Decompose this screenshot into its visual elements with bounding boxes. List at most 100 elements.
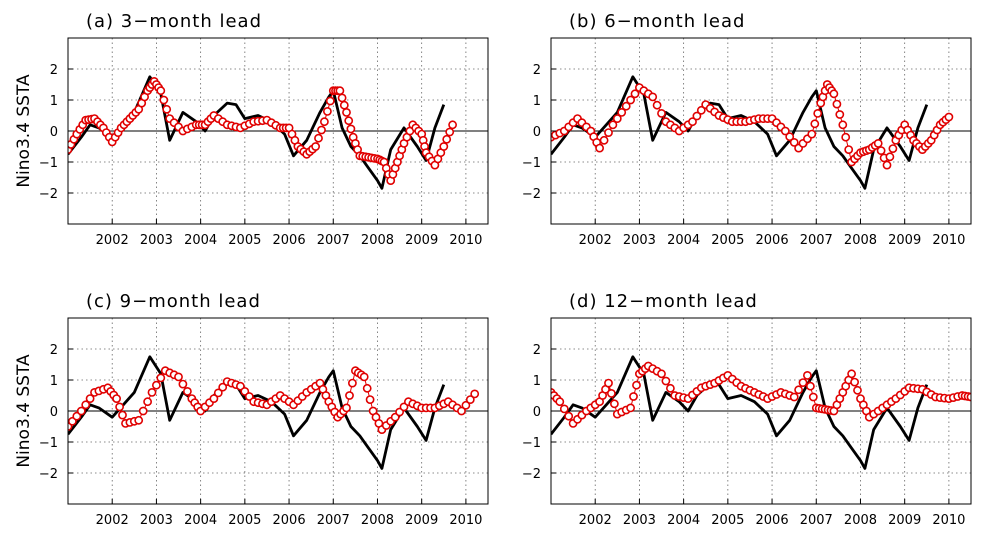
forecast-point [832, 99, 842, 109]
panel-d: 2002 2003 2004 2005 2006 2007 2008 2009 2010 −2 −1… [522, 291, 972, 528]
forecast-point [838, 120, 848, 130]
forecast-point [314, 133, 323, 143]
forecast-point [147, 387, 157, 397]
forecast-point [607, 388, 616, 398]
forecast-point [604, 128, 613, 137]
forecast-point [610, 399, 619, 409]
forecast-point [359, 372, 369, 382]
forecast-point [785, 132, 795, 142]
forecast-point [362, 383, 372, 393]
forecast-point [337, 93, 347, 103]
forecast-point [696, 105, 706, 115]
forecast-point [876, 146, 886, 155]
y-tick-label: −2 [39, 467, 58, 482]
x-tick-label: 2007 [317, 513, 350, 528]
forecast-point [178, 379, 188, 389]
x-tick-label: 2009 [888, 513, 921, 528]
forecast-point [657, 369, 666, 379]
forecast-point [213, 388, 223, 398]
forecast-point [159, 95, 169, 105]
y-tick-label: −1 [522, 436, 541, 451]
forecast-point [439, 142, 449, 151]
plot-area [551, 75, 954, 190]
forecast-point [847, 369, 856, 379]
forecast-point [692, 111, 702, 121]
forecast-point [829, 89, 839, 99]
forecast-point [813, 109, 823, 118]
x-tick-label: 2006 [273, 233, 306, 248]
forecast-point [555, 397, 565, 407]
forecast-point [344, 116, 354, 126]
forecast-point [885, 152, 895, 162]
forecast-point [346, 124, 356, 134]
forecast-point [608, 120, 618, 130]
forecast-point [612, 114, 622, 123]
forecast-point [182, 386, 192, 396]
x-tick-label: 2002 [96, 233, 129, 248]
forecast-point [115, 402, 124, 412]
y-tick-label: 1 [50, 374, 58, 389]
forecast-point [342, 403, 351, 413]
x-tick-label: 2007 [317, 233, 350, 248]
forecast-point [138, 406, 148, 416]
forecast-point [218, 382, 228, 392]
x-tick-label: 2008 [844, 513, 877, 528]
panel-a: 2002 2003 2004 2005 2006 2007 2008 2009 2010 −2 −1… [14, 11, 489, 248]
x-tick-label: 2002 [96, 513, 129, 528]
y-tick-label: −2 [522, 187, 541, 202]
x-tick-label: 2004 [667, 233, 700, 248]
y-tick-label: −1 [39, 436, 58, 451]
y-tick-label: 2 [50, 343, 58, 358]
forecast-point [798, 378, 808, 387]
x-tick-label: 2010 [449, 513, 482, 528]
forecast-point [803, 370, 812, 380]
x-tick-label: 2004 [184, 513, 217, 528]
forecast-point [209, 394, 219, 403]
forecast-point [470, 389, 480, 399]
y-tick-label: −2 [522, 467, 541, 482]
forecast-point [461, 400, 471, 410]
x-tick-label: 2009 [405, 513, 438, 528]
forecast-point [311, 142, 320, 151]
y-tick-label: 0 [533, 125, 541, 140]
panel-title: (a) 3−month lead [86, 11, 262, 32]
forecast-point [841, 132, 851, 142]
forecast-point [85, 394, 95, 403]
forecast-point [688, 117, 697, 127]
x-tick-label: 2006 [756, 513, 789, 528]
y-tick-label: 1 [533, 374, 541, 389]
x-tick-label: 2004 [667, 513, 700, 528]
y-tick-label: −2 [39, 187, 58, 202]
forecast-point [850, 377, 859, 387]
forecast-point [442, 134, 452, 144]
x-tick-label: 2003 [140, 513, 173, 528]
forecast-point [112, 394, 121, 403]
x-tick-label: 2007 [800, 233, 833, 248]
forecast-point [335, 86, 345, 96]
plot-area [68, 355, 480, 470]
forecast-point [807, 129, 817, 139]
x-tick-label: 2009 [405, 233, 438, 248]
forecast-point [888, 144, 898, 153]
forecast-point [595, 143, 604, 153]
forecast-point [445, 127, 455, 137]
forecast-point [873, 138, 883, 148]
x-tick-label: 2005 [711, 233, 744, 248]
forecast-point [626, 403, 635, 413]
plot-area [68, 75, 457, 190]
forecast-point [621, 101, 631, 111]
x-tick-label: 2002 [579, 513, 612, 528]
forecast-point [789, 392, 799, 402]
y-tick-label: −1 [522, 156, 541, 171]
x-tick-label: 2008 [844, 233, 877, 248]
forecast-point [319, 117, 329, 127]
x-tick-label: 2006 [273, 513, 306, 528]
panel-c: 2002 2003 2004 2005 2006 2007 2008 2009 2010 −2 −1… [14, 291, 489, 528]
forecast-point [174, 372, 183, 382]
forecast-point [143, 397, 152, 407]
y-tick-label: −1 [39, 156, 58, 171]
y-axis-label: Nino3.4 SSTA [14, 74, 34, 188]
x-tick-label: 2004 [184, 233, 217, 248]
y-tick-label: 2 [50, 63, 58, 78]
